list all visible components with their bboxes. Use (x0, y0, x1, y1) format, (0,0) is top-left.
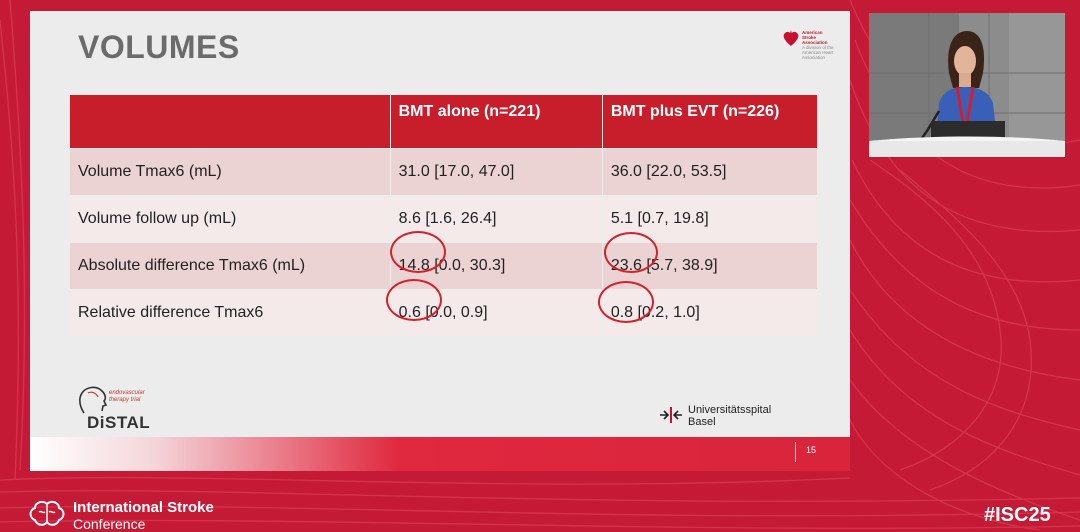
head-profile-icon (79, 386, 108, 414)
annotation-circle (598, 281, 654, 323)
cell-bmt: 31.0 [17.0, 47.0] (390, 148, 603, 196)
header-bmt-plus-evt: BMT plus EVT (n=226) (602, 95, 819, 149)
hospital-name: Universitätsspital Basel (688, 404, 772, 428)
table-row: Volume Tmax6 (mL) 31.0 [17.0, 47.0] 36.0… (70, 148, 819, 196)
slide-footer-bar (30, 437, 850, 471)
row-label: Relative difference Tmax6 (70, 289, 391, 336)
brain-logo-icon (29, 500, 65, 526)
distal-subtitle: endovascular therapy trial (109, 390, 145, 403)
annotation-circle (386, 279, 442, 321)
speaker-video-frame (869, 13, 1065, 157)
row-label: Volume follow up (mL) (70, 195, 391, 243)
conference-name: International Stroke (73, 499, 214, 516)
row-label: Absolute difference Tmax6 (mL) (70, 242, 391, 290)
page-separator (795, 442, 796, 462)
presentation-slide: VOLUMES American Stroke Association A di… (30, 11, 850, 471)
heart-torch-icon (783, 30, 799, 46)
hospital-logo: Universitätsspital Basel (658, 404, 788, 428)
cell-bmt: 8.6 [1.6, 26.4] (390, 195, 603, 243)
volumes-table: BMT alone (n=221) BMT plus EVT (n=226) V… (70, 95, 819, 336)
cell-evt: 36.0 [22.0, 53.5] (602, 148, 819, 196)
annotation-circle (390, 231, 446, 273)
header-empty (70, 95, 391, 149)
row-label: Volume Tmax6 (mL) (70, 148, 391, 196)
header-bmt-alone: BMT alone (n=221) (390, 95, 603, 149)
annotation-circle (604, 232, 658, 273)
distal-name: DiSTAL (87, 413, 151, 432)
aha-logo: American Stroke Association A division o… (782, 28, 842, 60)
page-number: 15 (806, 445, 817, 455)
speaker-video (869, 13, 1065, 157)
distal-logo: endovascular therapy trial DiSTAL (76, 385, 176, 433)
table-row: Volume follow up (mL) 8.6 [1.6, 26.4] 5.… (70, 195, 819, 243)
conference-name-line2: Conference (73, 516, 146, 532)
conference-hashtag: #ISC25 (984, 504, 1051, 526)
usb-logo-icon (660, 407, 682, 423)
aha-logo-text: American Stroke Association A division o… (802, 30, 834, 60)
table-row: Relative difference Tmax6 0.6 [0.0, 0.9]… (70, 289, 819, 336)
slide-title: VOLUMES (78, 29, 240, 65)
table-header-row: BMT alone (n=221) BMT plus EVT (n=226) (70, 95, 819, 149)
